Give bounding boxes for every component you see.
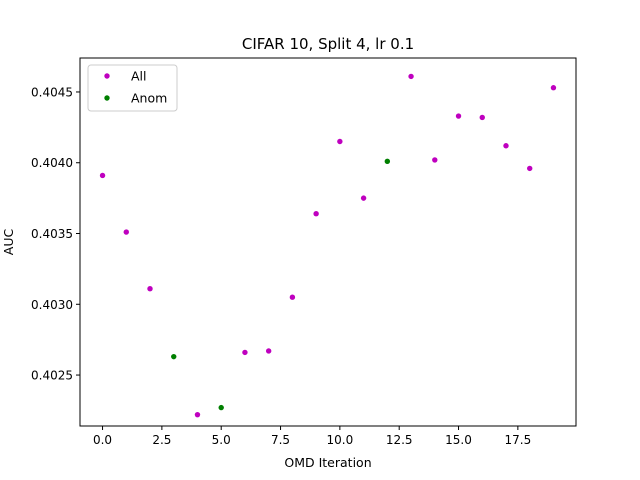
chart-title: CIFAR 10, Split 4, lr 0.1 (242, 35, 414, 53)
data-point-all (432, 157, 438, 163)
x-tick-label: 17.5 (504, 433, 531, 447)
data-point-anom (218, 404, 224, 411)
x-tick-label: 15.0 (445, 433, 472, 447)
data-point-all (360, 195, 367, 201)
data-point-all (479, 114, 485, 121)
data-point-all (455, 113, 462, 119)
x-axis-label: OMD Iteration (284, 455, 371, 470)
y-tick-label: 0.4045 (31, 85, 73, 99)
x-tick-label: 12.5 (386, 433, 413, 447)
legend-marker-all (104, 73, 110, 79)
x-tick-label: 0.0 (93, 433, 112, 447)
data-point-all (289, 294, 296, 300)
x-tick-label: 7.5 (271, 433, 290, 447)
y-axis-label: AUC (1, 229, 16, 256)
data-point-all (503, 143, 509, 149)
y-tick-label: 0.4030 (31, 298, 73, 312)
data-point-all (337, 138, 343, 145)
axis-ticks: 0.0 2.5 5.0 7.5 10.0 12.5 15.0 17.5 0.4025 0.4030… (31, 85, 531, 447)
plot-frame (79, 57, 577, 427)
x-tick-label: 10.0 (327, 433, 354, 447)
data-point-all (550, 85, 557, 91)
x-tick-label: 2.5 (152, 433, 171, 447)
x-tick-label: 5.0 (212, 433, 231, 447)
data-point-all (194, 411, 201, 418)
data-point-all (265, 348, 272, 354)
data-point-all (99, 172, 106, 179)
data-point-all (242, 349, 248, 356)
legend-label-all: All (131, 69, 147, 84)
y-tick-label: 0.4025 (31, 369, 73, 383)
data-point-all (313, 210, 319, 217)
data-point-anom (171, 353, 177, 360)
data-point-all (147, 286, 153, 292)
data-points (99, 73, 557, 418)
legend-marker-anom (104, 95, 110, 101)
legend-label-anom: Anom (131, 91, 167, 106)
y-tick-label: 0.4040 (31, 156, 73, 170)
legend: All Anom (87, 64, 178, 112)
legend-box (87, 64, 178, 112)
data-point-all (527, 165, 533, 172)
data-point-all (408, 73, 414, 80)
data-point-anom (384, 158, 391, 165)
y-tick-label: 0.4035 (31, 227, 73, 241)
data-point-all (123, 229, 129, 235)
